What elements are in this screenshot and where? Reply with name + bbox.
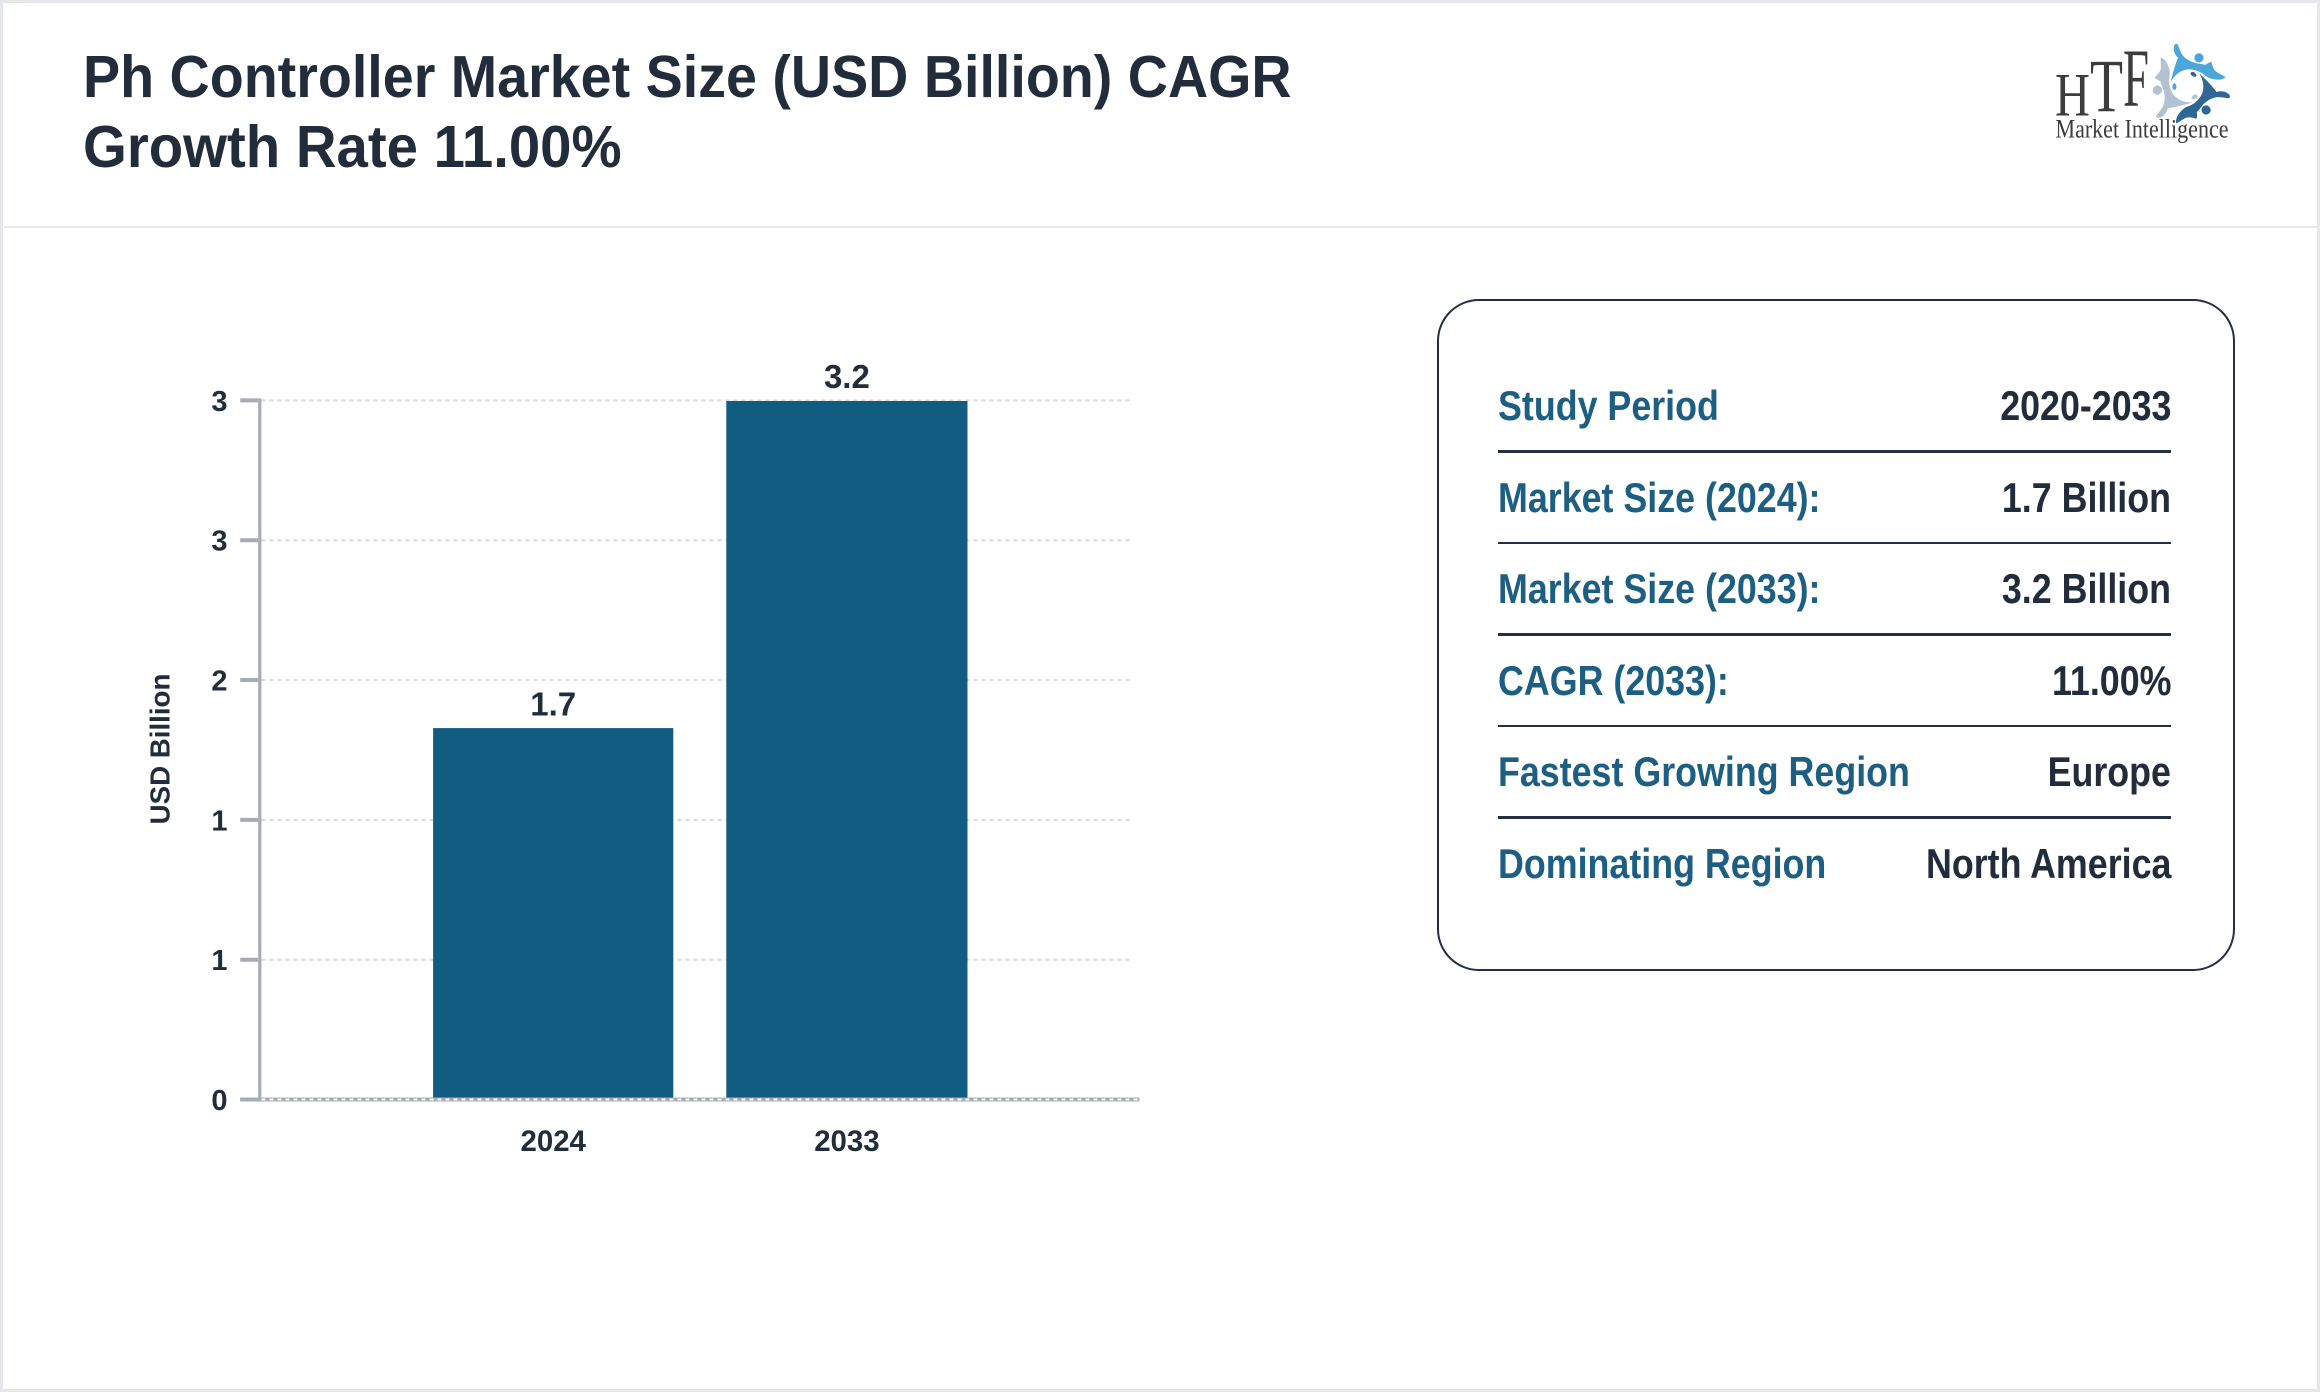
svg-text:2024: 2024 bbox=[521, 1125, 587, 1158]
svg-text:Market Intelligence: Market Intelligence bbox=[2056, 114, 2229, 144]
svg-text:3: 3 bbox=[211, 526, 227, 558]
svg-text:2: 2 bbox=[211, 665, 227, 697]
svg-text:1: 1 bbox=[211, 805, 227, 837]
svg-text:1.7: 1.7 bbox=[530, 685, 576, 722]
svg-text:USD Billion: USD Billion bbox=[145, 674, 176, 825]
svg-text:1: 1 bbox=[211, 945, 227, 977]
svg-text:0: 0 bbox=[211, 1085, 227, 1117]
svg-text:3.2: 3.2 bbox=[824, 358, 870, 395]
svg-text:2033: 2033 bbox=[814, 1125, 879, 1158]
svg-text:F: F bbox=[2123, 32, 2149, 124]
svg-text:3: 3 bbox=[211, 386, 227, 418]
svg-text:T: T bbox=[2090, 45, 2123, 128]
svg-text:H: H bbox=[2055, 61, 2090, 129]
